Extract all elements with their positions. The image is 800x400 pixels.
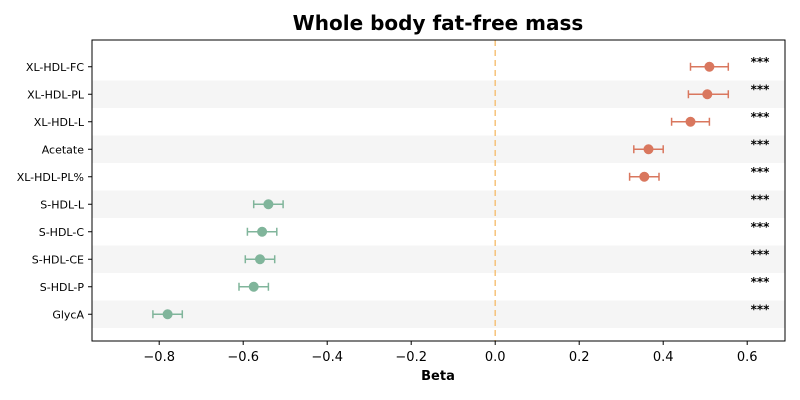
- x-tick-label: −0.4: [311, 350, 343, 365]
- y-tick-label: XL-HDL-L: [34, 116, 85, 129]
- x-tick-label: 0.0: [485, 350, 506, 365]
- beta-point: [263, 199, 274, 210]
- beta-point: [257, 226, 268, 237]
- chart-title: Whole body fat-free mass: [293, 11, 584, 35]
- significance-label: ***: [751, 55, 771, 69]
- data-point-group: ***: [152, 302, 771, 320]
- beta-point: [639, 171, 650, 182]
- row-stripe: [92, 135, 785, 163]
- beta-point: [704, 61, 715, 72]
- y-tick-label: XL-HDL-PL%: [17, 171, 84, 184]
- data-point-group: ***: [687, 82, 771, 100]
- significance-label: ***: [751, 220, 771, 234]
- x-tick-label: 0.6: [737, 350, 758, 365]
- beta-point: [255, 254, 265, 265]
- row-stripe: [92, 245, 785, 273]
- y-tick-label: GlycA: [52, 308, 84, 321]
- y-tick-label: S-HDL-L: [40, 198, 85, 211]
- data-point-group: ***: [244, 247, 771, 265]
- row-stripe: [92, 190, 785, 218]
- x-axis-label: Beta: [421, 369, 455, 384]
- y-tick-label: XL-HDL-FC: [26, 61, 84, 74]
- data-point-group: ***: [628, 165, 771, 182]
- x-tick-label: −0.6: [227, 350, 259, 365]
- x-axis: −0.8 −0.6 −0.4 −0.2 0.0 0.2 0.4 0.6: [143, 341, 758, 365]
- y-tick-label: XL-HDL-PL: [27, 88, 85, 101]
- beta-point: [702, 89, 713, 100]
- significance-label: ***: [751, 247, 771, 261]
- significance-label: ***: [751, 275, 771, 289]
- data-point-group: ***: [252, 192, 771, 210]
- y-tick-label: S-HDL-CE: [32, 253, 84, 266]
- plot-frame: [91, 39, 786, 342]
- y-tick-label: Acetate: [42, 143, 85, 156]
- row-stripe: [92, 300, 785, 328]
- beta-point: [162, 309, 173, 320]
- significance-label: ***: [751, 302, 771, 316]
- y-axis: XL-HDL-FC XL-HDL-PL XL-HDL-L Acetate XL-HDL-…: [17, 61, 92, 321]
- x-tick-label: −0.8: [143, 350, 175, 365]
- x-tick-label: 0.4: [653, 350, 674, 365]
- data-point-group: ***: [670, 110, 771, 127]
- row-stripes: [92, 80, 785, 328]
- significance-label: ***: [751, 192, 771, 206]
- data-point-group: ***: [633, 137, 771, 155]
- significance-label: ***: [751, 165, 771, 179]
- y-tick-label: S-HDL-P: [40, 281, 85, 294]
- x-tick-label: −0.2: [395, 350, 427, 365]
- beta-point: [685, 116, 696, 127]
- data-point-group: ***: [238, 275, 771, 292]
- x-tick-label: 0.2: [569, 350, 590, 365]
- data-marks: *** *** *** *** *** *** *** *** *** ***: [152, 55, 771, 320]
- significance-label: ***: [751, 110, 771, 124]
- beta-point: [248, 281, 259, 292]
- row-stripe: [92, 80, 785, 108]
- significance-label: ***: [751, 82, 771, 96]
- data-point-group: ***: [246, 220, 771, 237]
- significance-label: ***: [751, 137, 771, 151]
- y-tick-label: S-HDL-C: [39, 226, 85, 239]
- data-point-group: ***: [689, 55, 771, 72]
- beta-point: [643, 144, 654, 155]
